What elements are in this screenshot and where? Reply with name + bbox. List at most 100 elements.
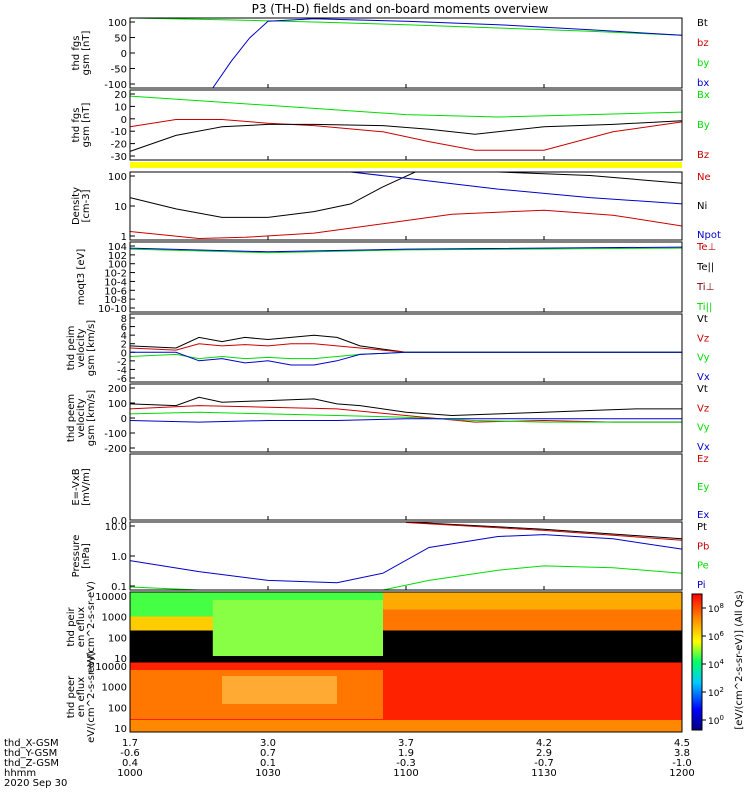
legend-bz: Bz (697, 150, 709, 161)
y-tick-label: 20 (114, 90, 127, 101)
series-ne (129, 209, 683, 240)
y-tick-label: 0.0 (111, 516, 127, 527)
y-axis-label-line: gsm [km/s] (86, 320, 97, 376)
colorbar-tick-label: 104 (708, 658, 724, 671)
panel-6: 200 100 0 -100 -200 thd peemvelocitygsm [km/s… (66, 383, 710, 455)
colorbar: 108 106 104 102 100 [eV/(cm^2-s-sr-eV)] (All … (691, 590, 745, 731)
y-axis-label-line: Pressure (71, 535, 82, 578)
time-axis-value: 1.7 (122, 738, 138, 749)
y-tick-label: 1000 (102, 613, 127, 624)
colorbar-scale (691, 593, 703, 731)
series-bx (212, 18, 683, 89)
y-tick-label: -2 (117, 357, 127, 368)
legend-ni: Ni (697, 201, 707, 212)
panel-frame (129, 313, 683, 383)
time-axis-value: 3.0 (260, 738, 276, 749)
legend-ne: Ne (697, 172, 711, 183)
y-tick-label: 100 (108, 18, 127, 29)
yellow-status-bar (130, 162, 682, 168)
legend-bz: bz (697, 38, 709, 49)
series-vx (129, 418, 682, 423)
y-tick-label: -100 (104, 429, 127, 440)
legend-te⊥: Te⊥ (696, 242, 716, 253)
ion-spectrogram-band (212, 600, 383, 656)
panel-frame (129, 383, 683, 453)
y-axis-label-line: thd peem (66, 394, 77, 442)
y-axis-label-line: gsm [km/s] (86, 390, 97, 446)
series-vt (129, 396, 682, 417)
colorbar-tick-label: 106 (708, 630, 724, 643)
colorbar-tick-label: 100 (708, 714, 724, 727)
colorbar-tick-exponent: 2 (719, 686, 723, 694)
y-tick-label: 10-2 (104, 269, 127, 280)
series-npot (350, 171, 683, 205)
y-tick-label: -100 (104, 80, 127, 91)
colorbar-tick-exponent: 6 (719, 630, 724, 638)
time-axis-row-label: hhmm (4, 768, 36, 779)
time-axis-value: 3.8 (674, 748, 690, 759)
electron-spectrogram-band (130, 720, 682, 732)
y-tick-label: 50 (114, 34, 127, 45)
y-axis-label: thd peemvelocitygsm [km/s] (66, 390, 97, 446)
time-axis-value: 1000 (117, 768, 142, 779)
panel-7: 0.0 E=-VxB[mV/m] Ez Ey Ex (71, 453, 709, 527)
time-axis-value: 3.7 (398, 738, 414, 749)
y-tick-label: 10 (114, 654, 127, 665)
y-axis-label: thd peeren efluxeV/(cm^2-s-sr-eV) (66, 651, 97, 743)
series-bx (129, 120, 683, 152)
panel-frame (129, 89, 683, 161)
y-tick-label: 10-10 (98, 304, 127, 315)
series-vy (129, 411, 682, 423)
y-tick-label: 100 (108, 633, 127, 644)
y-axis-label: Pressure[nPa] (71, 535, 92, 578)
panel-frame (129, 171, 683, 241)
ion-spectrogram-band (383, 592, 682, 610)
y-tick-label: 200 (108, 384, 127, 395)
y-tick-label: 0.1 (111, 582, 127, 593)
y-tick-label: 100 (108, 172, 127, 183)
y-axis-label-line: thd peim (66, 326, 77, 371)
y-axis-label-line: E=-VxB (71, 468, 82, 505)
y-tick-label: -6 (117, 374, 127, 385)
legend-vx: Vx (697, 372, 710, 383)
legend-te||: Te|| (696, 262, 714, 273)
legend-vz: Vz (697, 333, 709, 344)
time-axis-value: -0.6 (120, 748, 140, 759)
y-tick-label: 2 (121, 340, 127, 351)
y-tick-label: 10-4 (104, 277, 127, 288)
series-ni (129, 171, 683, 218)
y-tick-label: 0 (121, 49, 127, 60)
legend-bt: Bt (697, 18, 708, 29)
y-axis-label: thd fgsgsm [nT] (71, 31, 92, 76)
time-axis-value: 1200 (669, 768, 694, 779)
y-axis-label-line: gsm [nT] (81, 103, 92, 148)
y-tick-label: 0 (121, 115, 127, 126)
time-axis-value: 1030 (255, 768, 280, 779)
series-pt (405, 521, 683, 540)
panel-8: 10.0 1.0 0.1 Pressure[nPa] Pt Pb Pe Pi (71, 521, 709, 593)
time-axis-value: 1100 (393, 768, 418, 779)
legend-vt: Vt (697, 384, 708, 395)
y-axis-label: E=-VxB[mV/m] (71, 468, 92, 506)
y-tick-label: 100 (108, 260, 127, 271)
y-axis-label-line: eV/(cm^2-s-sr-eV) (86, 581, 97, 673)
y-tick-label: 10000 (95, 592, 127, 603)
series-by (129, 17, 683, 36)
colorbar-label: [eV/(cm^2-s-sr-eV)] (All Qs) (734, 590, 745, 729)
panel-3: 100 10 1 Density[cm-3] Ne Ni Npot (71, 171, 721, 243)
y-axis-label: thd fgsgsm [nT] (71, 103, 92, 148)
colorbar-tick-exponent: 0 (719, 714, 723, 722)
time-axis-value: 2.9 (536, 748, 552, 759)
panel-1: 100 50 0 -50 -100 thd fgsgsm [nT] Bt bz by bx (71, 17, 709, 91)
series-vz (129, 343, 682, 353)
y-tick-label: 102 (108, 251, 127, 262)
time-axis-value: 1.9 (398, 748, 414, 759)
electron-spectrogram-band (222, 676, 337, 704)
y-axis-label-line: en eflux (76, 607, 87, 647)
y-axis-label-line: thd peir (66, 607, 77, 647)
time-axis-value: -0.7 (534, 758, 554, 769)
series-by (129, 95, 683, 118)
